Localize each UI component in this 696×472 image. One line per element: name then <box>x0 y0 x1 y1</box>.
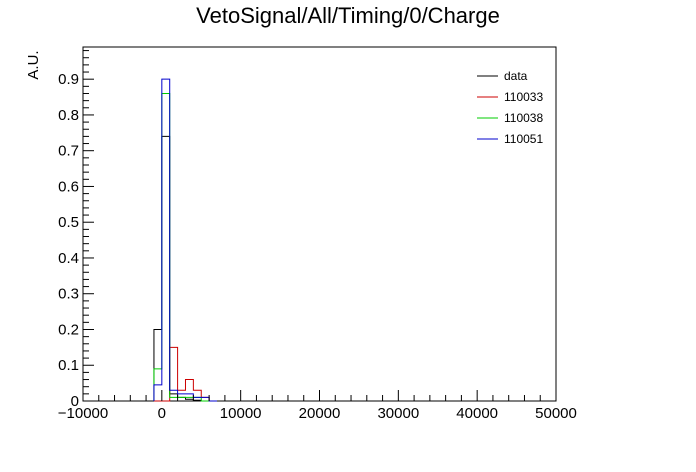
series-data <box>153 135 218 402</box>
legend-label: 110038 <box>504 111 543 125</box>
y-tick-label: 0.9 <box>58 71 79 88</box>
x-tick-label: 30000 <box>377 405 419 422</box>
y-tick-label: 0.2 <box>58 321 79 338</box>
y-tick-label: 0 <box>71 393 79 410</box>
y-axis: 0 0.1 0.2 0.3 0.4 0.5 0.6 0.7 0.8 0.9 <box>58 50 94 410</box>
x-tick-label: 10000 <box>220 405 262 422</box>
x-tick-label: 20000 <box>299 405 341 422</box>
legend-label: 110051 <box>504 132 543 146</box>
y-tick-label: 0.4 <box>58 250 79 267</box>
y-tick-label: 0.3 <box>58 286 79 303</box>
x-tick-label: 0 <box>158 405 166 422</box>
series-layer <box>153 78 218 402</box>
legend: data 110033 110038 110051 <box>477 69 543 146</box>
series-110033 <box>153 346 218 402</box>
x-axis: −10000 0 10000 20000 30000 40000 50000 <box>58 390 577 422</box>
x-tick-label: 50000 <box>535 405 577 422</box>
y-axis-label: A.U. <box>25 50 42 79</box>
y-tick-label: 0.7 <box>58 143 79 160</box>
legend-label: 110033 <box>504 90 543 104</box>
y-tick-label: 0.1 <box>58 357 79 374</box>
y-tick-label: 0.6 <box>58 178 79 195</box>
legend-label: data <box>504 69 528 83</box>
x-tick-label: −10000 <box>58 405 108 422</box>
y-tick-label: 0.5 <box>58 214 79 231</box>
series-110051 <box>153 78 218 402</box>
y-tick-label: 0.8 <box>58 107 79 124</box>
chart-title: VetoSignal/All/Timing/0/Charge <box>196 3 500 28</box>
series-110038 <box>153 92 218 402</box>
x-tick-label: 40000 <box>456 405 498 422</box>
